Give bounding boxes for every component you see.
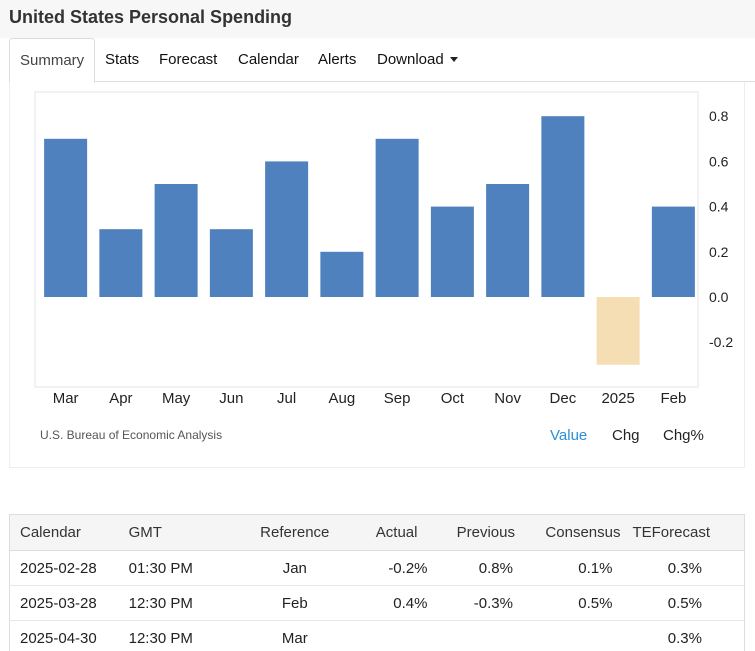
x-tick-label: Aug xyxy=(329,390,356,407)
header-previous[interactable]: Previous xyxy=(437,514,525,551)
cell-actual xyxy=(352,620,438,651)
header-teforecast[interactable]: TEForecast xyxy=(632,514,746,551)
cell-gmt: 12:30 PM xyxy=(128,620,238,651)
bar-chart: U.S. Bureau of Economic Analysis 0.8 0.6 0… xyxy=(34,91,733,442)
cell-consensus: 0.5% xyxy=(524,585,633,621)
chart-panel: U.S. Bureau of Economic Analysis 0.8 0.6 0… xyxy=(9,82,745,468)
x-tick-label: Dec xyxy=(550,390,577,407)
bar[interactable] xyxy=(154,184,198,297)
tab-alerts[interactable]: Alerts xyxy=(318,51,357,68)
toggle-chg-pct[interactable]: Chg% xyxy=(663,427,704,444)
x-tick-label: Apr xyxy=(109,390,132,407)
bar[interactable] xyxy=(375,138,419,297)
tab-bar: Summary Stats Forecast Calendar Alerts D… xyxy=(9,38,755,83)
x-tick-label: Jun xyxy=(219,390,243,407)
x-tick-label: Sep xyxy=(384,390,411,407)
bar[interactable] xyxy=(99,229,143,297)
toggle-chg[interactable]: Chg xyxy=(612,427,640,444)
cell-reference: Feb xyxy=(237,585,353,621)
cell-previous: -0.3% xyxy=(437,585,525,621)
table-row: 2025-04-30 12:30 PM Mar 0.3% xyxy=(8,620,746,651)
cell-calendar: 2025-02-28 xyxy=(8,550,129,586)
bar[interactable] xyxy=(320,251,364,297)
caret-down-icon xyxy=(449,56,458,62)
plot-frame xyxy=(34,91,699,388)
y-tick-label: 0.0 xyxy=(709,289,729,305)
tab-download-label: Download xyxy=(377,51,444,68)
cell-consensus xyxy=(524,620,633,651)
bar[interactable] xyxy=(596,297,640,365)
table-header-row: Calendar GMT Reference Actual Previous C… xyxy=(8,514,746,551)
cell-previous: 0.8% xyxy=(437,550,525,586)
cell-gmt: 12:30 PM xyxy=(128,585,238,621)
bar[interactable] xyxy=(430,206,474,297)
bar[interactable] xyxy=(651,206,695,297)
page-title: United States Personal Spending xyxy=(9,7,293,27)
cell-calendar: 2025-03-28 xyxy=(8,585,129,621)
table-row: 2025-02-28 01:30 PM Jan -0.2% 0.8% 0.1% … xyxy=(8,550,746,586)
title-bar: United States Personal Spending xyxy=(0,0,755,38)
cell-previous xyxy=(437,620,525,651)
cell-teforecast: 0.3% xyxy=(632,620,746,651)
tab-stats[interactable]: Stats xyxy=(105,51,140,68)
y-tick-label: 0.6 xyxy=(709,153,729,169)
cell-calendar: 2025-04-30 xyxy=(8,620,129,651)
tab-download[interactable]: Download xyxy=(377,38,458,82)
toggle-value[interactable]: Value xyxy=(550,427,588,444)
cell-reference: Jan xyxy=(237,550,353,586)
table-row: 2025-03-28 12:30 PM Feb 0.4% -0.3% 0.5% … xyxy=(8,585,746,621)
bar[interactable] xyxy=(44,138,88,297)
header-gmt[interactable]: GMT xyxy=(128,514,238,551)
cell-gmt: 01:30 PM xyxy=(128,550,238,586)
y-tick-label: 0.2 xyxy=(709,244,729,260)
x-tick-label: Nov xyxy=(494,390,521,407)
calendar-table: Calendar GMT Reference Actual Previous C… xyxy=(8,514,746,651)
x-tick-label: Jul xyxy=(277,390,296,407)
cell-actual: -0.2% xyxy=(352,550,438,586)
cell-reference: Mar xyxy=(237,620,353,651)
x-tick-label: 2025 xyxy=(601,390,634,407)
bar[interactable] xyxy=(209,229,253,297)
tab-forecast[interactable]: Forecast xyxy=(159,51,218,68)
bar[interactable] xyxy=(265,161,309,297)
header-actual[interactable]: Actual xyxy=(352,514,438,551)
tab-calendar[interactable]: Calendar xyxy=(238,51,299,68)
x-tick-label: Mar xyxy=(53,390,79,407)
x-tick-label: May xyxy=(162,390,191,407)
y-tick-label: 0.8 xyxy=(709,108,729,124)
tab-summary[interactable]: Summary xyxy=(9,38,96,83)
cell-teforecast: 0.3% xyxy=(632,550,746,586)
header-reference[interactable]: Reference xyxy=(237,514,353,551)
y-tick-label: -0.2 xyxy=(709,334,733,350)
header-calendar[interactable]: Calendar xyxy=(8,514,129,551)
cell-teforecast: 0.5% xyxy=(632,585,746,621)
x-tick-label: Oct xyxy=(441,390,465,407)
bar[interactable] xyxy=(486,184,530,297)
header-consensus[interactable]: Consensus xyxy=(524,514,633,551)
cell-consensus: 0.1% xyxy=(524,550,633,586)
bar[interactable] xyxy=(541,116,585,297)
y-tick-label: 0.4 xyxy=(709,199,729,215)
x-tick-label: Feb xyxy=(660,390,686,407)
cell-actual: 0.4% xyxy=(352,585,438,621)
chart-source: U.S. Bureau of Economic Analysis xyxy=(40,428,222,442)
